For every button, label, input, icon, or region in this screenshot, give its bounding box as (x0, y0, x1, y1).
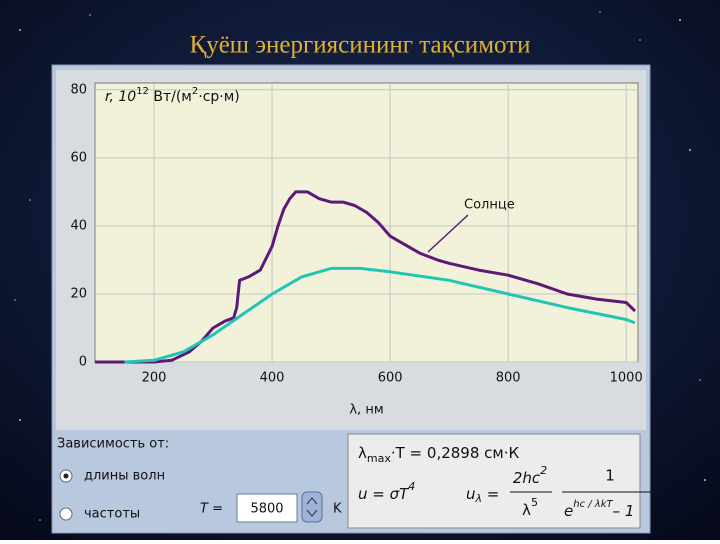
y-tick-label: 80 (70, 82, 87, 97)
t-label: T = (200, 502, 223, 517)
superscript: 2 (192, 86, 198, 97)
t-spinner[interactable] (301, 491, 323, 523)
radio-dot (63, 473, 69, 479)
y-tick-label: 0 (79, 355, 87, 370)
x-tick-label: 400 (260, 371, 285, 386)
planck-den1: λ5 (522, 496, 538, 519)
x-tick-label: 600 (378, 371, 403, 386)
t-input[interactable] (236, 493, 298, 523)
options: длины волн частоты (59, 469, 165, 522)
x-tick-label: 200 (142, 371, 167, 386)
planck-num2: 1 (605, 467, 615, 485)
option-label: длины волн (84, 469, 165, 484)
annotation-leader (427, 214, 469, 253)
plot-area (94, 82, 639, 363)
stars (14, 11, 706, 521)
formula-box (347, 433, 641, 529)
planck-den2: ehc / λkT– 1 (564, 499, 634, 520)
label-part: Вт/(м (149, 89, 192, 105)
wien-formula: λmax·T = 0,2898 см·К (358, 444, 519, 466)
formulas: λmax·T = 0,2898 см·К u = σT4 uλ = 2hc2 λ… (358, 444, 660, 520)
superscript: 12 (136, 86, 149, 97)
x-axis-label: λ, нм (349, 403, 383, 418)
slide-title: Қуёш энергиясининг тақсимоти (190, 32, 531, 59)
y-tick-label: 60 (70, 150, 87, 165)
chart: 0 20 40 60 80 200 400 600 800 1000 λ, нм r, 1012 Вт… (70, 82, 642, 417)
label-part: ·ср·м) (198, 89, 240, 105)
depends-label: Зависимость от: (57, 437, 169, 452)
y-tick-label: 40 (70, 218, 87, 233)
option-label: частоты (84, 507, 140, 522)
spinner-arrows (306, 497, 318, 517)
radio-button[interactable] (59, 507, 73, 521)
series-line (124, 266, 636, 364)
planck-lhs: uλ = (466, 485, 499, 506)
planck-num1: 2hc2 (513, 464, 547, 487)
t-unit: K (333, 502, 342, 517)
x-tick-label: 1000 (610, 371, 643, 386)
t-value: 5800 (250, 502, 283, 517)
label-part: r, 10 (105, 89, 136, 105)
y-tick-label: 20 (70, 286, 87, 301)
y-axis-label: r, 1012 Вт/(м2·ср·м) (105, 86, 240, 105)
series-line (95, 190, 637, 364)
annotation: Солнце (464, 198, 515, 213)
stefan-formula: u = σT4 (358, 480, 415, 503)
x-tick-label: 800 (496, 371, 521, 386)
